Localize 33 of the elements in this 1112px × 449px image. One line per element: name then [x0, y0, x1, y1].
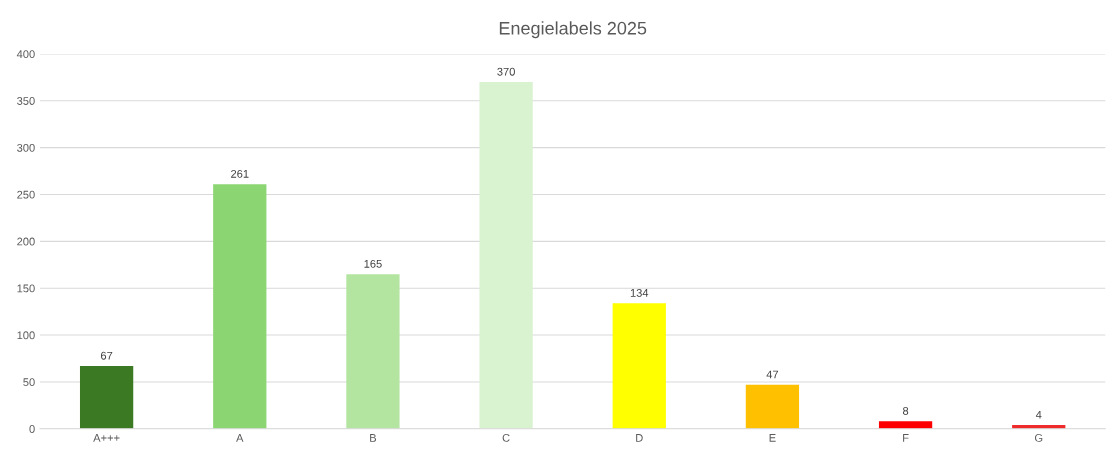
- data-label: 4: [1035, 410, 1042, 419]
- bar: [346, 274, 400, 429]
- x-tick-label: G: [1034, 433, 1043, 442]
- data-label: 67: [101, 351, 113, 360]
- data-label: 261: [231, 169, 249, 178]
- x-tick-label: D: [636, 434, 643, 442]
- x-tick-label: F: [903, 434, 909, 442]
- data-label: 134: [630, 288, 649, 297]
- y-tick-label: 150: [17, 284, 35, 293]
- data-label: 165: [364, 259, 382, 268]
- data-label: 370: [497, 67, 515, 76]
- y-tick-label: 250: [17, 190, 35, 199]
- x-tick-label: C: [502, 433, 510, 442]
- y-tick-label: 100: [17, 331, 35, 340]
- bar: [612, 303, 666, 429]
- data-label: 47: [766, 370, 779, 379]
- y-tick-label: 200: [17, 237, 35, 246]
- bar: [745, 384, 800, 429]
- bar: [213, 184, 267, 429]
- y-tick-label: 350: [17, 97, 35, 105]
- bar: [79, 366, 134, 429]
- y-tick-label: 400: [16, 50, 35, 59]
- y-tick-label: 300: [17, 143, 35, 152]
- y-tick-label: 0: [29, 425, 35, 433]
- x-tick-label: A: [236, 434, 244, 442]
- chart-title: Enegielabels 2025: [499, 21, 647, 39]
- x-tick-label: E: [769, 434, 776, 442]
- x-tick-label: A+++: [93, 434, 120, 442]
- bar: [479, 82, 533, 429]
- x-tick-label: B: [370, 434, 377, 442]
- bar: [878, 421, 933, 429]
- data-label: 8: [902, 407, 909, 415]
- y-tick-label: 50: [23, 378, 35, 387]
